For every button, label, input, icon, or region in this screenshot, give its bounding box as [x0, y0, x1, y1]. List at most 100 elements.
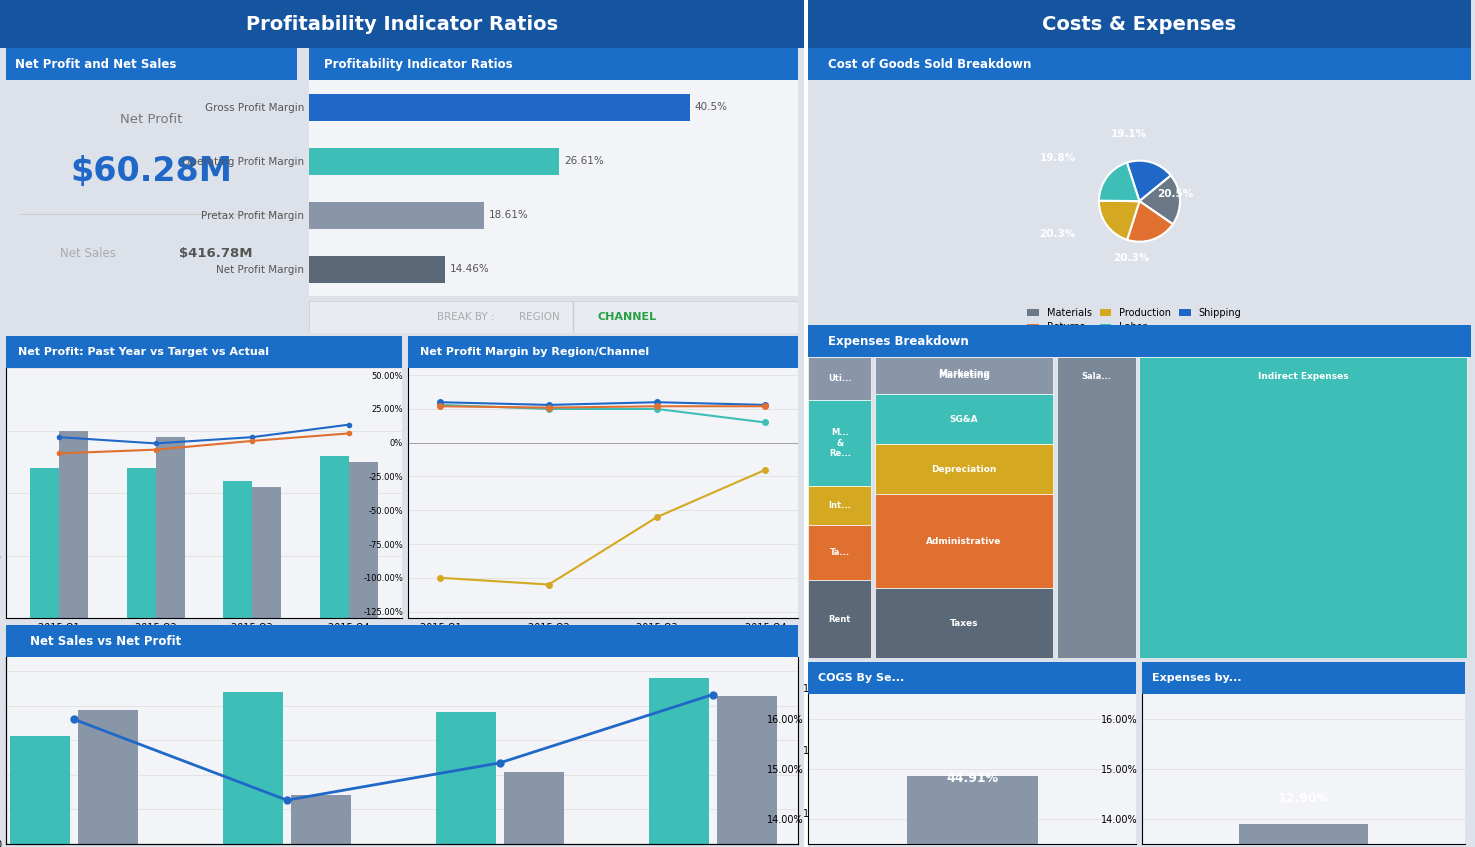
Text: SG&A: SG&A [950, 415, 978, 424]
Line: Online: Online [438, 467, 768, 587]
Online [432, 573, 450, 583]
Bar [30, 468, 59, 618]
Text: M...
&
Re...: M... & Re... [829, 429, 851, 458]
Bar [875, 445, 1053, 495]
Wholesale [648, 401, 665, 412]
Text: Depreciation: Depreciation [931, 465, 997, 473]
Current Year - Industry Average [148, 445, 165, 455]
Text: BREAK BY :: BREAK BY : [437, 312, 494, 322]
Bar [291, 795, 351, 844]
Text: Expenses by...: Expenses by... [1152, 673, 1242, 683]
Text: 12.90%: 12.90% [1277, 792, 1329, 805]
Online [648, 512, 665, 522]
Text: 44.91%: 44.91% [947, 772, 999, 785]
Text: Cost of Goods Sold Breakdown: Cost of Goods Sold Breakdown [827, 58, 1031, 71]
Text: Ta...: Ta... [830, 548, 850, 557]
Bar [10, 736, 69, 844]
Bar [808, 580, 872, 658]
Online [540, 579, 558, 590]
Text: 20.5%: 20.5% [1158, 189, 1193, 199]
Text: Administrative: Administrative [926, 537, 1002, 545]
Bar [875, 394, 1053, 445]
Bar [808, 357, 872, 401]
Text: Profitability Indicator Ratios: Profitability Indicator Ratios [246, 14, 558, 34]
Text: 20.3%: 20.3% [1114, 253, 1149, 263]
Bar [310, 148, 559, 175]
Bar [907, 777, 1038, 847]
Current Year - Target [243, 432, 261, 442]
Retail [648, 397, 665, 407]
Current Year - Target [148, 439, 165, 449]
Text: CHANNEL: CHANNEL [597, 312, 656, 322]
Text: Net Profit: Past Year vs Target vs Actual: Net Profit: Past Year vs Target vs Actua… [18, 347, 268, 357]
Wedge shape [1127, 202, 1173, 241]
Wholesale [757, 401, 774, 412]
Bar [223, 692, 283, 844]
Legend: Online, Other, Retail, Wholesale: Online, Other, Retail, Wholesale [488, 655, 718, 669]
Current Year - Industry Average [243, 436, 261, 446]
Text: Indirect Expenses: Indirect Expenses [1258, 373, 1348, 381]
Bar [875, 357, 1053, 394]
Bar [320, 456, 348, 618]
Other [757, 418, 774, 428]
Text: Costs & Expenses: Costs & Expenses [1043, 14, 1236, 34]
Text: Sala...: Sala... [1081, 373, 1111, 381]
Bar [310, 202, 484, 229]
Wholesale [432, 401, 450, 412]
Online [757, 465, 774, 475]
Bar [1140, 357, 1468, 658]
Text: Marketing: Marketing [938, 371, 990, 380]
Bar [1239, 824, 1367, 847]
Other [648, 404, 665, 414]
Line: Wholesale: Wholesale [438, 403, 768, 411]
Retail [432, 397, 450, 407]
Text: Net Profit and Net Sales: Net Profit and Net Sales [15, 58, 176, 71]
Text: REGION: REGION [519, 312, 559, 322]
Text: Uti...: Uti... [827, 374, 851, 384]
Other [540, 404, 558, 414]
Bar [59, 431, 88, 618]
Current Year - Target [339, 419, 357, 429]
Bar [252, 487, 282, 618]
Text: 26.61%: 26.61% [563, 157, 603, 167]
Other [432, 400, 450, 410]
Text: Expenses Breakdown: Expenses Breakdown [827, 335, 969, 348]
Text: $60.28M: $60.28M [71, 155, 233, 188]
Text: Net Sales: Net Sales [59, 246, 115, 260]
Text: 18.61%: 18.61% [488, 210, 528, 220]
Legend: Materials, Returns, Production, Labor, Shipping: Materials, Returns, Production, Labor, S… [1024, 304, 1245, 336]
Bar [127, 468, 156, 618]
Text: Marketing: Marketing [938, 369, 990, 379]
Bar [437, 712, 496, 844]
Text: Int...: Int... [829, 501, 851, 511]
Text: Net Profit Margin by Region/Channel: Net Profit Margin by Region/Channel [419, 347, 649, 357]
Wedge shape [1099, 163, 1140, 202]
Bar [808, 525, 872, 580]
Wholesale [540, 402, 558, 412]
Text: 40.5%: 40.5% [695, 102, 727, 113]
Bar [78, 710, 139, 844]
Retail [757, 400, 774, 410]
Line: Other: Other [438, 402, 768, 425]
Bar [504, 772, 563, 844]
Text: 20.3%: 20.3% [1040, 230, 1075, 240]
Wedge shape [1127, 161, 1171, 202]
Line: Current Year - Industry Average: Current Year - Industry Average [58, 431, 351, 456]
Current Year - Industry Average [339, 429, 357, 439]
Bar [875, 588, 1053, 658]
Text: 19.8%: 19.8% [1040, 152, 1077, 163]
Bar [156, 437, 184, 618]
Legend: Past Year, Current Year - Actual, Current Year - Target, Current Year - Industry: Past Year, Current Year - Actual, Curren… [75, 641, 332, 669]
Text: COGS By Se...: COGS By Se... [819, 673, 904, 683]
Text: Taxes: Taxes [950, 618, 978, 628]
Wedge shape [1140, 175, 1180, 224]
Bar [348, 462, 378, 618]
Bar [310, 94, 690, 121]
Current Year - Industry Average [50, 448, 68, 458]
Bar [808, 486, 872, 525]
Bar [1056, 357, 1136, 658]
Bar [223, 481, 252, 618]
Line: Retail: Retail [438, 400, 768, 407]
Text: Net Sales vs Net Profit: Net Sales vs Net Profit [30, 634, 181, 648]
Bar [649, 678, 708, 844]
